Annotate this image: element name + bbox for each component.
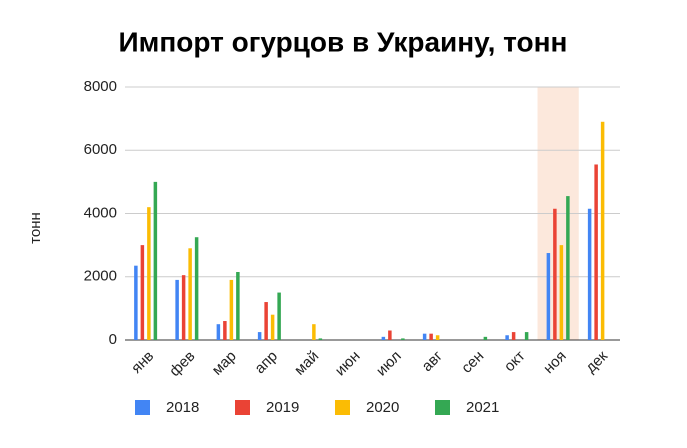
bar <box>566 196 570 340</box>
bar <box>264 302 268 340</box>
bar <box>175 279 179 340</box>
x-tick-label: сен <box>458 348 487 377</box>
legend-swatch <box>235 400 250 415</box>
bar <box>600 121 605 340</box>
x-tick-label: апр <box>251 348 281 378</box>
bar <box>188 248 192 340</box>
bar <box>546 253 551 340</box>
bar <box>429 333 433 340</box>
bar <box>553 208 557 340</box>
chart-title: Импорт огурцов в Украину, тонн <box>119 26 568 57</box>
y-tick-label: 6000 <box>84 141 117 158</box>
bar <box>381 336 386 340</box>
y-tick-label: 2000 <box>84 268 117 285</box>
bar <box>147 207 151 340</box>
bar <box>277 292 281 340</box>
x-tick-label: май <box>291 348 322 379</box>
bar <box>194 237 199 340</box>
bar <box>559 245 564 340</box>
y-axis-title: тонн <box>27 212 44 244</box>
x-tick-label: ноя <box>540 348 570 378</box>
bar <box>401 338 405 340</box>
bar <box>134 265 138 340</box>
bar <box>422 333 427 340</box>
x-tick-label: янв <box>128 348 157 377</box>
bar <box>594 164 598 340</box>
bar <box>318 338 323 340</box>
bar <box>229 279 234 340</box>
bar <box>140 245 145 340</box>
legend-swatch <box>335 400 350 415</box>
x-tick-label: авг <box>419 347 447 375</box>
x-tick-label: дек <box>582 347 611 376</box>
legend-label: 2018 <box>166 399 199 416</box>
x-tick-label: мар <box>209 348 240 379</box>
x-tick-label: июн <box>332 348 364 380</box>
bar <box>587 208 592 340</box>
legend-swatch <box>435 400 450 415</box>
bar <box>435 335 440 340</box>
bar <box>236 272 240 340</box>
bar <box>270 314 275 340</box>
y-tick-label: 8000 <box>84 78 117 95</box>
y-tick-label: 4000 <box>84 204 117 221</box>
x-tick-label: фев <box>166 348 198 380</box>
y-tick-label: 0 <box>109 331 117 348</box>
x-tick-label: июл <box>373 348 405 380</box>
bar <box>257 332 262 340</box>
legend-swatch <box>135 400 150 415</box>
bar <box>153 181 158 340</box>
legend-label: 2019 <box>266 399 299 416</box>
bar <box>388 330 392 340</box>
bar <box>223 321 227 340</box>
x-tick-label: окт <box>501 348 529 376</box>
bar <box>216 324 221 340</box>
legend-label: 2020 <box>366 399 399 416</box>
bar <box>511 332 516 340</box>
bar <box>312 324 316 340</box>
bar <box>505 335 509 340</box>
bar <box>524 332 529 340</box>
bar <box>181 275 186 340</box>
legend-label: 2021 <box>466 399 499 416</box>
bar <box>483 336 488 340</box>
